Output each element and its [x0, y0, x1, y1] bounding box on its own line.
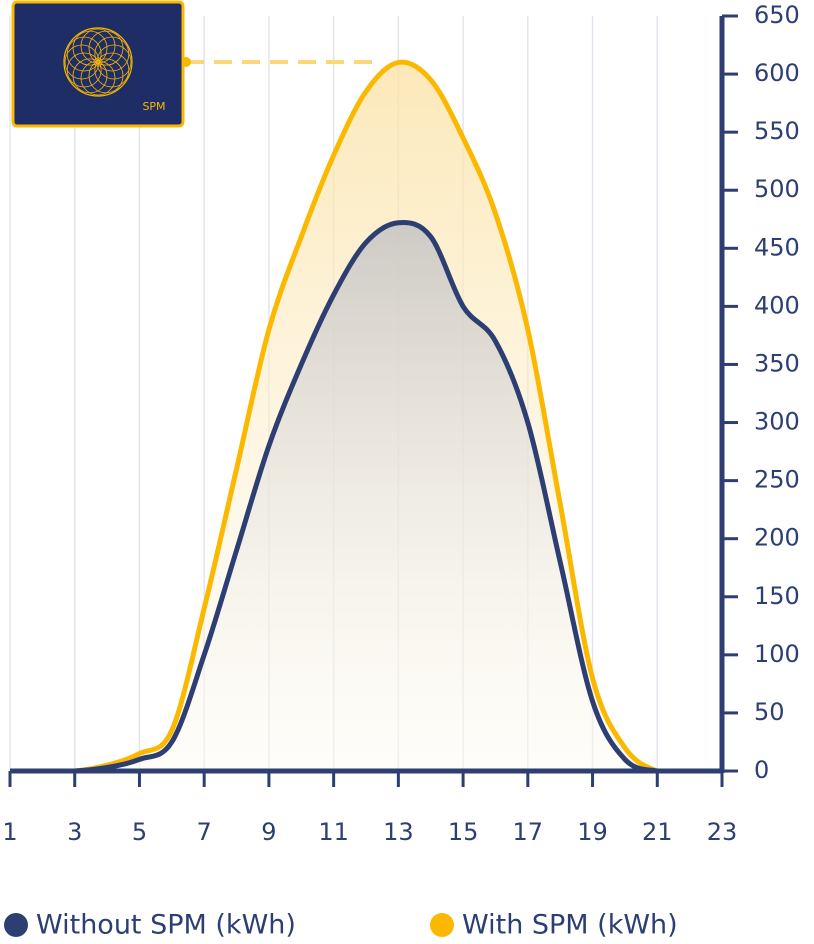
badge-icon — [63, 27, 133, 97]
x-tick-label: 17 — [513, 818, 544, 846]
series-line — [9, 220, 722, 774]
y-tick-label: 0 — [754, 756, 769, 784]
rose-ring — [88, 30, 124, 66]
x-tick-label: 9 — [261, 818, 276, 846]
y-tick-label: 100 — [754, 640, 800, 668]
rose-ring — [94, 52, 130, 88]
y-tick-label: 600 — [754, 59, 800, 87]
series-area — [10, 222, 722, 771]
x-tick-label: 11 — [318, 818, 349, 846]
y-tick-label: 550 — [754, 117, 800, 145]
legend-label: With SPM (kWh) — [462, 910, 678, 941]
spm-badge: SPM — [11, 0, 380, 128]
y-tick-label: 500 — [754, 175, 800, 203]
y-tick-label: 150 — [754, 582, 800, 610]
x-tick-label: 13 — [383, 818, 414, 846]
y-tick-label: 350 — [754, 349, 800, 377]
rose-ring — [94, 36, 130, 72]
x-tick-label: 15 — [448, 818, 479, 846]
y-tick-label: 400 — [754, 291, 800, 319]
x-tick-label: 1 — [2, 818, 17, 846]
y-tick-label: 50 — [754, 698, 785, 726]
y-tick-label: 200 — [754, 524, 800, 552]
legend-label: Without SPM (kWh) — [36, 910, 296, 941]
x-tick-label: 23 — [707, 818, 738, 846]
y-tick-label: 450 — [754, 233, 800, 261]
x-tick-label: 7 — [197, 818, 212, 846]
annotation-label: SPM — [142, 100, 165, 113]
y-tick-label: 300 — [754, 408, 800, 436]
x-tick-label: 5 — [132, 818, 147, 846]
legend-marker — [430, 913, 454, 937]
y-tick-label: 250 — [754, 466, 800, 494]
x-tick-label: 3 — [67, 818, 82, 846]
y-tick-label: 650 — [754, 1, 800, 29]
series-line — [9, 59, 722, 774]
rose-ring — [66, 36, 102, 72]
legend-marker — [4, 913, 28, 937]
x-tick-label: 19 — [577, 818, 608, 846]
x-tick-label: 21 — [642, 818, 673, 846]
rose-outer — [63, 27, 133, 97]
rose-ring — [72, 58, 108, 94]
